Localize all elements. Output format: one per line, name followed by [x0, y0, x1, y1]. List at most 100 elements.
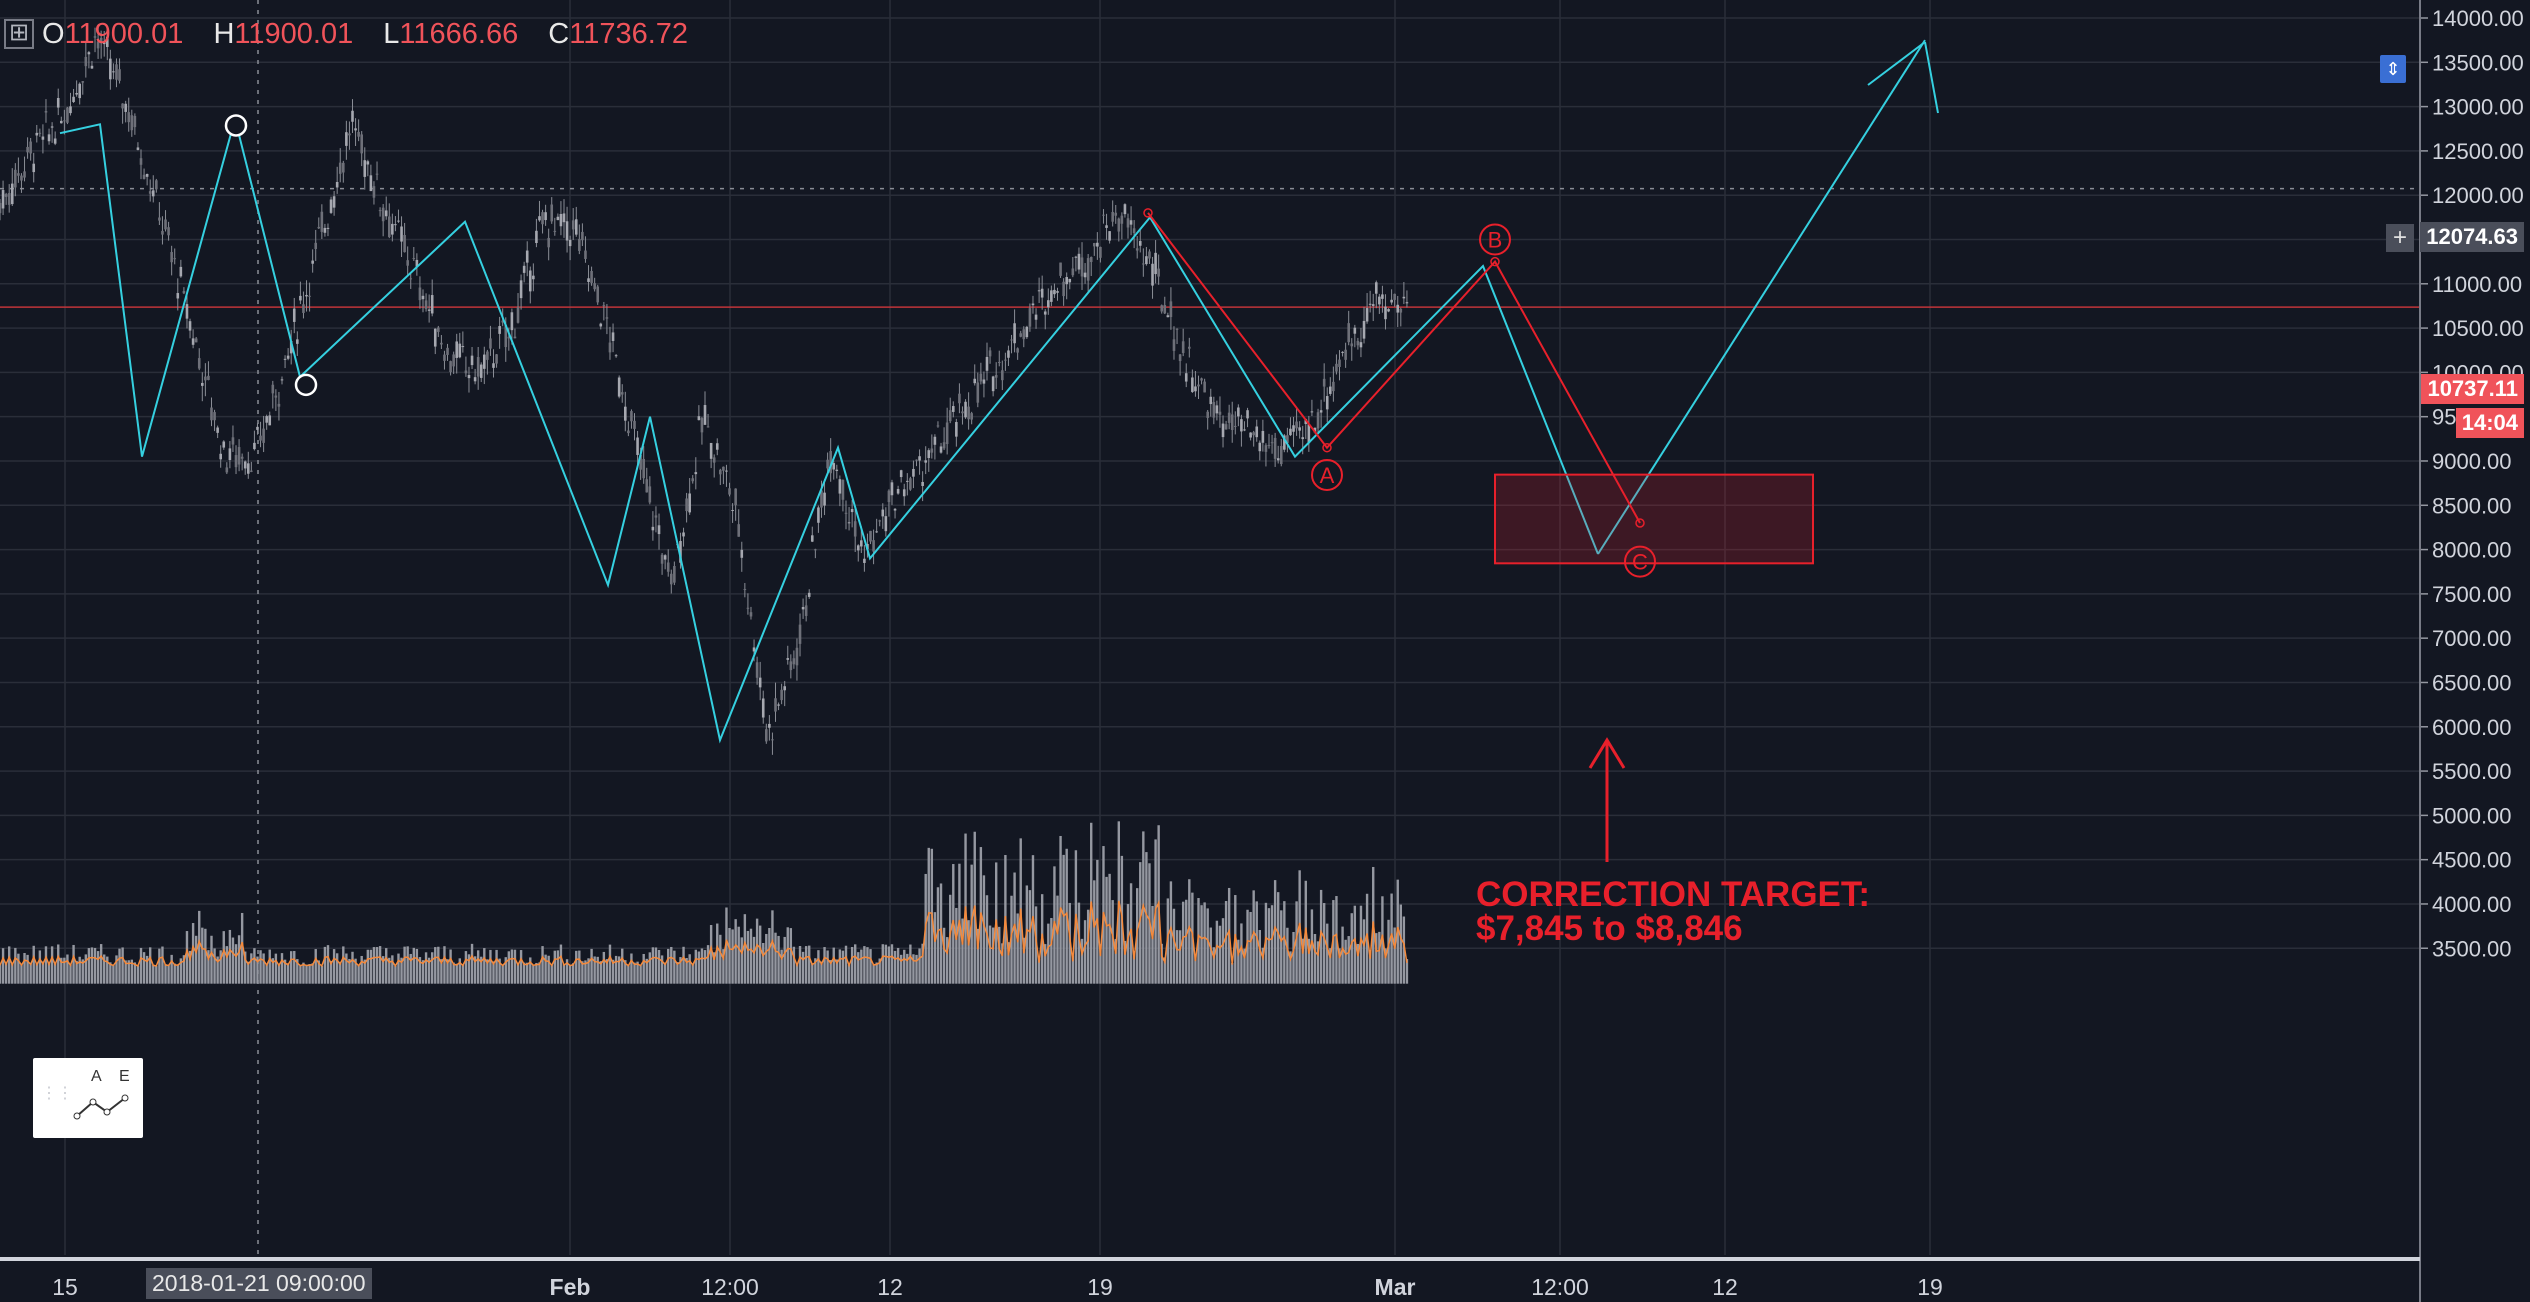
candle-body: [1151, 263, 1154, 286]
volume-bar: [774, 932, 777, 984]
y-tick-label: 12500.00: [2432, 139, 2524, 164]
candle-body: [1188, 346, 1191, 349]
candle-body: [1378, 296, 1381, 305]
y-tick-label: 6000.00: [2432, 715, 2512, 740]
candle-body: [988, 350, 992, 357]
volume-bar: [887, 946, 891, 984]
volume-bar: [1126, 904, 1130, 984]
candle-body: [666, 562, 670, 572]
candle-body: [1200, 378, 1203, 381]
candle-body: [277, 403, 281, 407]
volume-bar: [912, 954, 915, 984]
candle-body: [1114, 212, 1118, 216]
candle-body: [660, 554, 664, 564]
candle-body: [283, 358, 287, 360]
candle-body: [14, 169, 17, 188]
candle-body: [532, 275, 535, 280]
candle-body: [768, 723, 771, 728]
volume-bar: [909, 944, 912, 984]
candle-body: [1074, 256, 1078, 258]
volume-bar: [136, 965, 140, 984]
volume-bar: [1246, 909, 1249, 984]
volume-bar: [985, 895, 989, 984]
y-tick-label: 5500.00: [2432, 759, 2512, 784]
volume-bar: [66, 954, 69, 984]
crosshair-date-label: 2018-01-21 09:00:00: [146, 1268, 372, 1299]
chart-settings-icon[interactable]: ⊞: [4, 19, 34, 49]
candle-body: [498, 326, 501, 334]
candle-body: [1120, 215, 1124, 224]
x-tick-label: 12: [1712, 1274, 1738, 1300]
candle-body: [10, 183, 14, 205]
volume-bar: [679, 957, 682, 984]
projection-arrowhead: [1867, 41, 1926, 86]
candle-body: [311, 260, 314, 264]
candle-body: [823, 492, 826, 506]
candle-body: [369, 175, 373, 192]
candle-body: [1028, 308, 1032, 327]
candle-body: [265, 416, 268, 423]
volume-bar: [559, 944, 563, 984]
volume-bar: [688, 954, 691, 984]
volume-bar: [765, 933, 768, 984]
wave-b-label-circle: [1479, 223, 1511, 256]
correction-target-zone: [1494, 473, 1814, 565]
candle-body: [1086, 258, 1090, 281]
candle-body: [955, 422, 958, 437]
candle-body: [902, 489, 906, 497]
candle-body: [1350, 343, 1354, 347]
candle-body: [749, 612, 753, 617]
volume-bar: [201, 927, 204, 984]
wave-c-label-circle: [1624, 545, 1656, 578]
volume-bar: [75, 960, 78, 984]
drag-handle-icon[interactable]: ⋮⋮: [41, 1085, 73, 1102]
volume-bar: [1188, 879, 1191, 984]
volume-bar: [1399, 904, 1403, 984]
volume-bar: [804, 946, 808, 984]
volume-bar: [167, 964, 170, 984]
candle-body: [1384, 306, 1387, 320]
candle-body: [348, 133, 351, 136]
volume-bar: [480, 956, 483, 984]
candle-body: [473, 377, 477, 382]
candle-body: [915, 459, 918, 461]
candle-body: [1402, 296, 1406, 299]
volume-bar: [863, 946, 866, 984]
candle-body: [222, 441, 226, 448]
volume-bar: [302, 962, 305, 984]
candle-body: [1099, 246, 1102, 258]
volume-bar: [421, 960, 425, 984]
volume-bar: [758, 925, 762, 984]
candle-body: [151, 190, 155, 197]
y-tick-label: 3500.00: [2432, 936, 2512, 961]
candle-body: [78, 83, 81, 99]
candle-body: [262, 428, 265, 443]
volume-bar: [1047, 923, 1050, 984]
add-alert-plus-icon[interactable]: +: [2386, 224, 2414, 252]
volume-bar: [20, 963, 23, 984]
volume-bar: [602, 951, 606, 984]
abc-point-marker: [1635, 518, 1645, 528]
candle-body: [1218, 411, 1222, 415]
candle-body: [875, 531, 878, 533]
volume-bar: [145, 955, 149, 984]
y-tick-label: 6500.00: [2432, 670, 2512, 695]
scroll-to-realtime-icon[interactable]: ⇕: [2380, 55, 2406, 83]
elliott-wave-tool-widget[interactable]: ⋮⋮ A E: [33, 1058, 143, 1138]
volume-bar: [127, 960, 130, 984]
volume-bar: [1329, 948, 1332, 984]
volume-bar: [452, 962, 455, 984]
candle-body: [1368, 303, 1372, 305]
candle-body: [1040, 288, 1044, 298]
abc-point-marker: [1490, 256, 1500, 267]
close-label: C: [548, 18, 570, 50]
candle-body: [1111, 211, 1114, 222]
candle-body: [1206, 411, 1209, 418]
volume-bar: [685, 958, 688, 984]
candle-body: [292, 308, 296, 322]
volume-bar: [41, 961, 45, 984]
candle-body: [1092, 243, 1096, 247]
candle-body: [253, 442, 256, 450]
candle-body: [384, 210, 388, 217]
